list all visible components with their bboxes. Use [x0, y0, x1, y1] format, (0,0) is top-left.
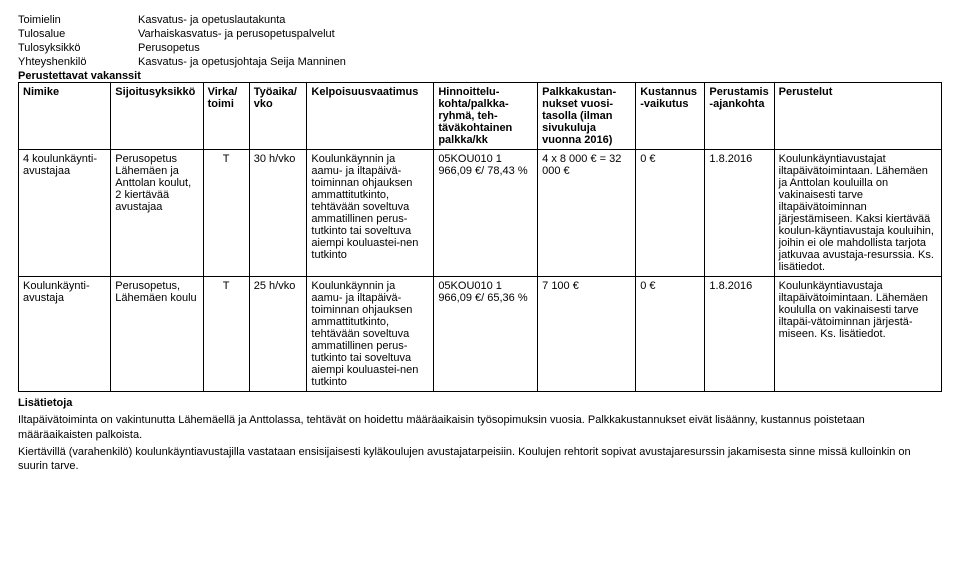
- col-perustamis: Perustamis-ajankohta: [705, 83, 774, 150]
- table-header-row: Nimike Sijoitusyksikkö Virka/ toimi Työa…: [19, 83, 942, 150]
- hdr-label-3: Yhteyshenkilö: [18, 56, 138, 68]
- cell-palkka: 7 100 €: [538, 277, 636, 392]
- cell-perustelut: Koulunkäyntiavustaja iltapäivätoimintaan…: [774, 277, 941, 392]
- cell-hinnoit: 05KOU010 1 966,09 €/ 78,43 %: [434, 150, 538, 277]
- cell-tyoaika: 30 h/vko: [249, 150, 307, 277]
- vacancies-table: Nimike Sijoitusyksikkö Virka/ toimi Työa…: [18, 82, 942, 392]
- cell-perustelut: Koulunkäyntiavustajat iltapäivätoimintaa…: [774, 150, 941, 277]
- cell-palkka: 4 x 8 000 € = 32 000 €: [538, 150, 636, 277]
- footer-block: Lisätietoja Iltapäivätoiminta on vakintu…: [18, 396, 942, 474]
- hdr-value-2: Perusopetus: [138, 42, 942, 54]
- cell-kustannus: 0 €: [636, 150, 705, 277]
- cell-hinnoit: 05KOU010 1 966,09 €/ 65,36 %: [434, 277, 538, 392]
- cell-perustamis: 1.8.2016: [705, 150, 774, 277]
- col-palkka: Palkkakustan-nukset vuosi-tasolla (ilman…: [538, 83, 636, 150]
- hdr-value-0: Kasvatus- ja opetuslautakunta: [138, 14, 942, 26]
- col-tyoaika: Työaika/ vko: [249, 83, 307, 150]
- cell-kelpo: Koulunkäynnin ja aamu- ja iltapäivä-toim…: [307, 150, 434, 277]
- cell-tyoaika: 25 h/vko: [249, 277, 307, 392]
- cell-kustannus: 0 €: [636, 277, 705, 392]
- hdr-label-2: Tulosyksikkö: [18, 42, 138, 54]
- hdr-value-1: Varhaiskasvatus- ja perusopetuspalvelut: [138, 28, 942, 40]
- col-kelpo: Kelpoisuusvaatimus: [307, 83, 434, 150]
- cell-perustamis: 1.8.2016: [705, 277, 774, 392]
- cell-virka: T: [203, 150, 249, 277]
- cell-kelpo: Koulunkäynnin ja aamu- ja iltapäivä-toim…: [307, 277, 434, 392]
- vacancies-label: Perustettavat vakanssit: [18, 70, 942, 82]
- hdr-label-1: Tulosalue: [18, 28, 138, 40]
- cell-virka: T: [203, 277, 249, 392]
- col-hinnoit: Hinnoittelu-kohta/palkka-ryhmä, teh-tävä…: [434, 83, 538, 150]
- col-nimike: Nimike: [19, 83, 111, 150]
- cell-nimike: Koulunkäynti-avustaja: [19, 277, 111, 392]
- table-row: 4 koulunkäynti-avustajaa Perusopetus Läh…: [19, 150, 942, 277]
- cell-sijoitus: Perusopetus Lähemäen ja Anttolan koulut,…: [111, 150, 203, 277]
- col-virka: Virka/ toimi: [203, 83, 249, 150]
- col-kustannus: Kustannus-vaikutus: [636, 83, 705, 150]
- footer-lead: Lisätietoja: [18, 397, 72, 409]
- footer-p1: Iltapäivätoiminta on vakintunutta Lähemä…: [18, 413, 942, 443]
- col-sijoitus: Sijoitusyksikkö: [111, 83, 203, 150]
- col-perustelut: Perustelut: [774, 83, 941, 150]
- header-block: Toimielin Kasvatus- ja opetuslautakunta …: [18, 14, 942, 68]
- cell-nimike: 4 koulunkäynti-avustajaa: [19, 150, 111, 277]
- hdr-value-3: Kasvatus- ja opetusjohtaja Seija Mannine…: [138, 56, 942, 68]
- hdr-label-0: Toimielin: [18, 14, 138, 26]
- table-row: Koulunkäynti-avustaja Perusopetus, Lähem…: [19, 277, 942, 392]
- footer-p2: Kiertävillä (varahenkilö) koulunkäyntiav…: [18, 445, 942, 475]
- cell-sijoitus: Perusopetus, Lähemäen koulu: [111, 277, 203, 392]
